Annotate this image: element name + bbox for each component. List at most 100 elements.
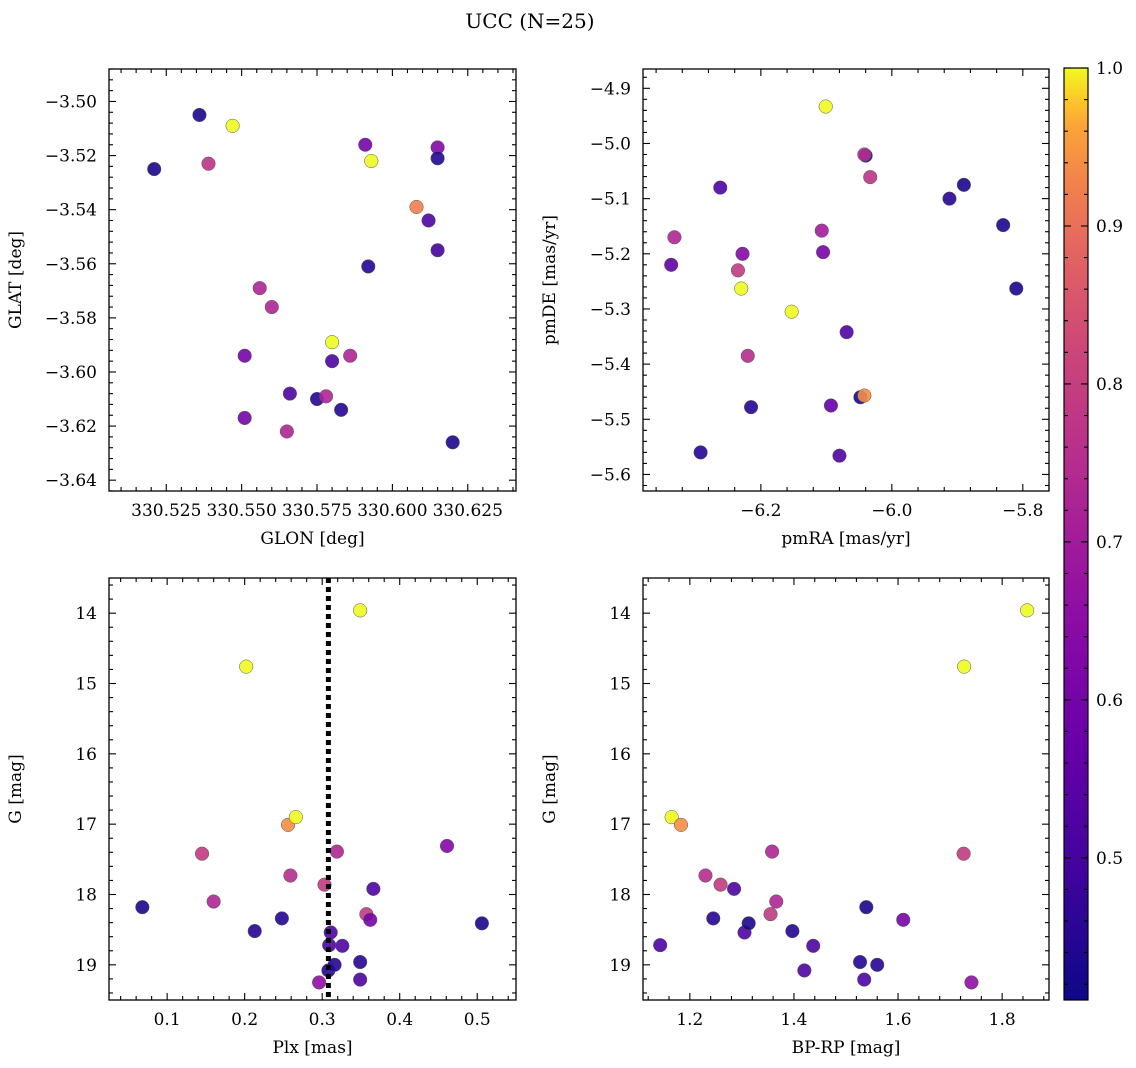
data-point: [192, 107, 207, 123]
y-tick-label: −3.64: [45, 471, 97, 491]
data-point: [430, 243, 445, 258]
data-point: [735, 246, 750, 261]
data-point: [364, 153, 379, 169]
data-point: [964, 975, 979, 990]
data-point: [734, 281, 749, 296]
data-point: [445, 435, 460, 450]
data-point: [832, 448, 847, 463]
data-point: [353, 954, 368, 970]
y-tick-label: −3.58: [45, 309, 97, 329]
x-axis-title: pmRA [mas/yr]: [781, 529, 910, 549]
data-point: [816, 245, 831, 260]
colorbar-tick-label: 0.8: [1096, 375, 1123, 395]
data-point: [859, 900, 874, 915]
data-point: [823, 398, 838, 413]
data-point: [239, 659, 254, 674]
data-point: [325, 354, 340, 369]
data-point: [956, 177, 971, 192]
ticks: [643, 69, 1050, 491]
data-point: [279, 424, 294, 439]
figure-title: UCC (N=25): [465, 9, 594, 33]
y-tick-label: −3.52: [45, 147, 97, 167]
data-point: [713, 180, 728, 195]
data-point: [664, 810, 679, 825]
data-point: [706, 911, 721, 926]
data-point: [741, 916, 756, 931]
y-axis-title: G [mag]: [540, 754, 560, 823]
data-point: [264, 300, 279, 315]
data-point: [327, 957, 342, 972]
y-tick-label: −5.6: [590, 465, 631, 485]
data-point: [474, 916, 489, 931]
data-point: [353, 603, 368, 618]
y-tick-label: 14: [75, 604, 97, 624]
data-point: [274, 911, 289, 926]
data-point: [863, 170, 878, 185]
data-point: [329, 844, 344, 859]
plot-frame: [642, 577, 1050, 1001]
data-points: [664, 99, 1024, 463]
data-point: [147, 162, 162, 177]
panel-plx-g: 0.1 0.2 0.3 0.4 0.5 14 15 16 17 18 19 Plx [mas] G [m…: [6, 577, 517, 1058]
data-point: [956, 846, 971, 861]
x-tick-label: 1.6: [885, 1010, 912, 1030]
y-tick-label: 17: [609, 815, 631, 835]
data-point: [358, 137, 373, 152]
colorbar-tick-label: 0.9: [1096, 217, 1123, 237]
data-point: [996, 218, 1011, 233]
data-point: [740, 348, 755, 363]
y-axis-title: pmDE [mas/yr]: [540, 215, 560, 345]
data-point: [439, 838, 455, 854]
data-point: [283, 868, 298, 883]
data-point: [343, 348, 358, 363]
data-point: [421, 213, 436, 228]
data-point: [194, 846, 210, 861]
y-tick-label: −5.2: [590, 245, 631, 265]
x-tick-label: 0.2: [231, 1010, 258, 1030]
data-point: [237, 348, 252, 363]
data-point: [366, 881, 381, 896]
y-tick-label: 14: [609, 604, 631, 624]
data-point: [693, 445, 708, 460]
data-point: [363, 912, 378, 927]
y-tick-label: −3.50: [45, 92, 97, 112]
y-tick-label: −3.62: [45, 417, 97, 437]
plot-frame: [108, 68, 517, 492]
colorbar-tick-label: 1.0: [1096, 59, 1123, 79]
data-point: [409, 199, 424, 215]
y-tick-label: 15: [609, 675, 631, 695]
x-tick-label: −5.8: [1002, 501, 1043, 521]
ticks: [109, 68, 516, 492]
colorbar: 0.5 0.6 0.7 0.8 0.9 1.0: [1063, 59, 1123, 1001]
data-points: [653, 603, 1035, 990]
plot-frame: [108, 577, 517, 1001]
x-tick-label: 0.4: [386, 1010, 413, 1030]
x-tick-label: −6.2: [740, 501, 781, 521]
x-axis-title: Plx [mas]: [272, 1038, 352, 1058]
y-tick-label: −5.3: [590, 300, 631, 320]
data-point: [857, 388, 872, 403]
y-tick-label: 16: [609, 745, 631, 765]
colorbar-tick-label: 0.7: [1096, 533, 1123, 553]
data-point: [818, 99, 833, 114]
data-point: [797, 963, 812, 978]
data-point: [727, 881, 742, 896]
y-tick-label: 18: [609, 886, 631, 906]
x-tick-label: 0.1: [154, 1010, 181, 1030]
data-point: [957, 659, 972, 674]
data-point: [319, 389, 334, 404]
x-axis-title: BP-RP [mag]: [792, 1038, 901, 1058]
data-point: [201, 156, 216, 171]
data-point: [1020, 603, 1035, 618]
y-tick-label: −4.9: [590, 79, 631, 99]
x-tick-label: −6.0: [871, 501, 912, 521]
data-point: [814, 223, 829, 238]
data-point: [698, 868, 713, 883]
data-point: [806, 938, 821, 953]
y-tick-label: −5.4: [590, 355, 631, 375]
data-point: [288, 810, 303, 825]
data-point: [1009, 281, 1024, 296]
y-tick-label: 17: [75, 815, 97, 835]
data-point: [225, 118, 240, 133]
colorbar-tick-label: 0.6: [1096, 691, 1123, 711]
